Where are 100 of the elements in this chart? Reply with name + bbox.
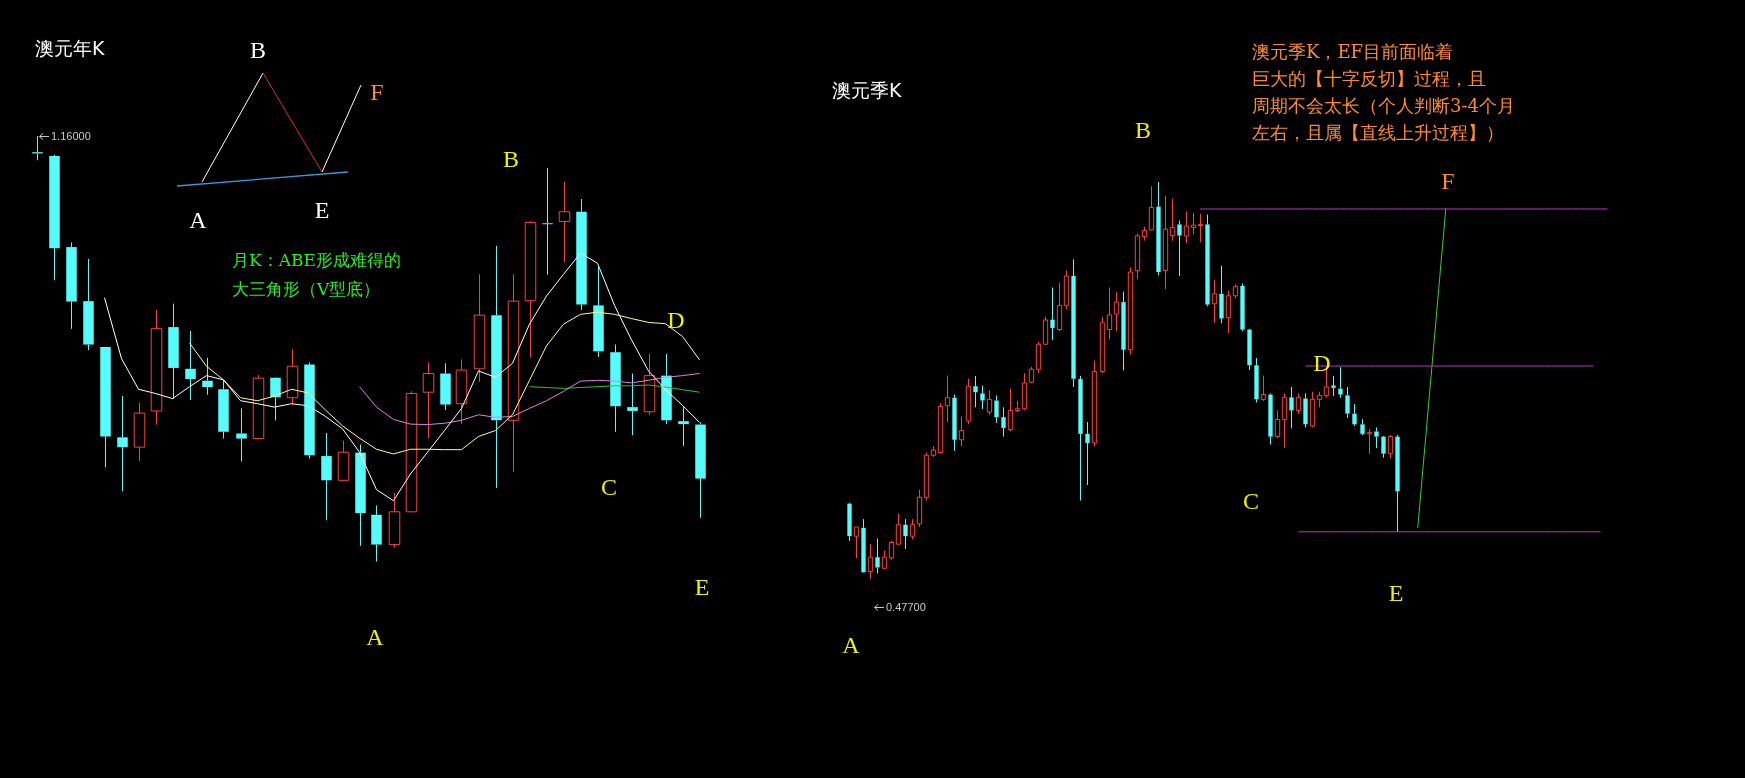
candlestick [1113, 291, 1120, 332]
candlestick [853, 526, 860, 559]
text: E [1388, 579, 1404, 607]
candlestick [1219, 265, 1224, 324]
candlestick [1007, 388, 1014, 432]
candlestick [944, 375, 951, 423]
annotation: E [314, 196, 330, 224]
candlestick [218, 379, 229, 440]
candlestick [558, 181, 571, 263]
text: A [366, 623, 384, 651]
candlestick [1260, 375, 1267, 402]
candlestick [542, 167, 553, 276]
text: E [694, 573, 710, 601]
candlestick [1254, 357, 1259, 404]
candlestick [1162, 195, 1169, 290]
candlestick [473, 273, 486, 383]
candlestick [83, 258, 94, 351]
annotation: D [1313, 349, 1331, 377]
annotation: A [189, 206, 207, 234]
candlestick [1121, 290, 1126, 371]
candlestick [661, 353, 672, 425]
candlestick [1366, 428, 1373, 455]
candlestick [388, 492, 401, 549]
candlestick [422, 361, 435, 439]
annotation: C [600, 473, 618, 501]
candlestick [100, 347, 111, 468]
annotation: B [502, 145, 520, 173]
candlestick [1078, 375, 1083, 501]
candlestick [355, 444, 366, 547]
candlestick [66, 241, 77, 330]
annotation: 1.16000 [51, 130, 91, 142]
candlestick [1395, 434, 1400, 533]
candlestick [678, 406, 689, 447]
candlestick [1050, 287, 1055, 341]
candlestick [236, 407, 247, 463]
candlestick [610, 344, 621, 433]
candlestick [994, 394, 999, 424]
candlestick [455, 358, 468, 425]
candlestick [185, 330, 196, 401]
candlestick [1331, 375, 1336, 397]
text: 0.47700 [886, 601, 926, 613]
candlestick [1156, 181, 1161, 276]
candlestick [875, 538, 880, 574]
candlestick [643, 353, 656, 416]
candlestick [1303, 392, 1308, 428]
text: 澳元季K，EF目前面临着巨大的【十字反切】过程，且周期不会太长（个人判断3-4个月左右，且属【直线上升过程】） [1252, 40, 1515, 145]
candlestick [980, 384, 985, 410]
candlestick [1381, 436, 1386, 459]
candlestick [507, 273, 520, 473]
text: A [842, 631, 860, 659]
candlestick [1169, 198, 1176, 242]
candlestick [627, 372, 638, 436]
candlestick [1225, 290, 1232, 334]
candlestick [1183, 210, 1190, 244]
candlestick [321, 432, 332, 521]
candlestick [1295, 392, 1302, 415]
candlestick [903, 518, 908, 550]
candlestick [371, 504, 382, 563]
candlestick [576, 198, 587, 311]
candlestick [1247, 329, 1252, 371]
candlestick [1289, 386, 1294, 429]
candlestick [440, 362, 451, 411]
annotation: C [1242, 487, 1260, 515]
chart-title: 澳元年K [35, 36, 105, 61]
candlestick [133, 401, 146, 462]
candlestick [337, 440, 350, 481]
candlestick [1190, 212, 1197, 236]
text: B [1134, 116, 1152, 144]
candlestick [1197, 213, 1204, 243]
candlestick [270, 377, 281, 421]
candlestick [986, 389, 993, 416]
candlestick [1211, 279, 1218, 324]
candlestick [304, 361, 315, 460]
candlestick [168, 303, 179, 400]
candlestick [1071, 258, 1076, 388]
candlestick [973, 375, 978, 408]
candlestick [958, 415, 965, 447]
candlestick [252, 374, 265, 440]
candlestick [1148, 185, 1155, 231]
candlestick [1345, 386, 1350, 419]
candlestick [524, 221, 537, 359]
candlestick [1268, 394, 1273, 446]
candlestick [1106, 287, 1113, 340]
candlestick [1274, 409, 1281, 439]
candlestick [202, 357, 213, 396]
candlestick [1127, 266, 1134, 356]
candlestick [1056, 282, 1063, 332]
candlestick [1085, 421, 1090, 486]
candlestick [150, 309, 163, 426]
candlestick [1001, 406, 1006, 438]
candlestick [1374, 427, 1379, 449]
text: F [370, 78, 384, 106]
annotation: D [667, 306, 685, 334]
candlestick [491, 245, 502, 489]
candlestick [1281, 392, 1288, 449]
candlestick [952, 394, 957, 452]
candlestick [1338, 366, 1343, 399]
candlestick [937, 402, 944, 453]
candlestick [1177, 219, 1182, 277]
candlestick [695, 421, 706, 519]
